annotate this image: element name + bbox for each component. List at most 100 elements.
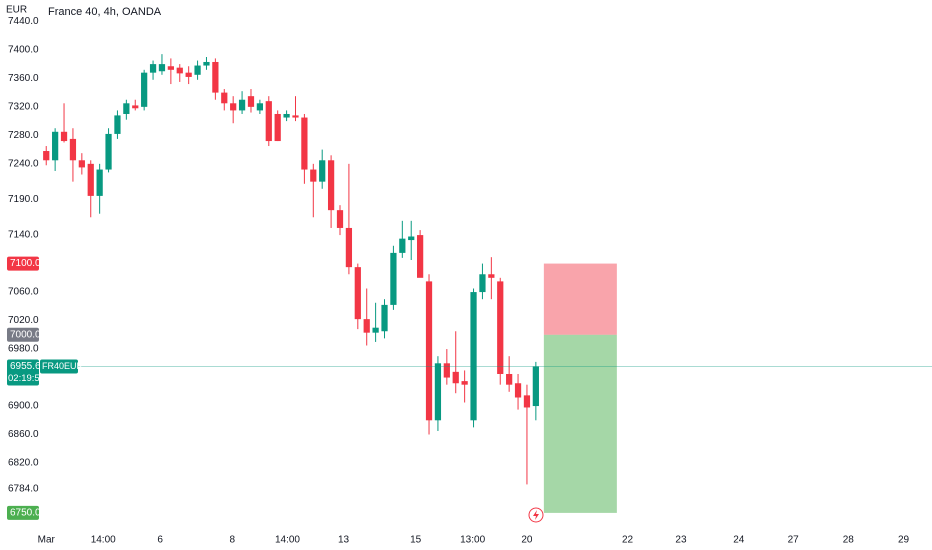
candle-body [256, 103, 263, 111]
candle-body [283, 113, 290, 118]
countdown-label: 02:19:58 [8, 373, 45, 384]
x-tick-label: 24 [733, 535, 745, 546]
candle-body [167, 66, 174, 70]
x-tick-label: 13:00 [460, 535, 485, 546]
candle-body [345, 227, 353, 268]
y-tick-label: 7360.0 [8, 73, 39, 84]
x-tick-label: 6 [157, 535, 163, 546]
candle-body [292, 115, 299, 118]
stop-zone [543, 263, 617, 335]
y-tick-label: 7190.0 [8, 194, 39, 205]
candle-body [221, 92, 228, 104]
x-tick-label: 20 [521, 535, 533, 546]
candle-body [506, 373, 513, 385]
candle-body [336, 210, 344, 228]
candle-body [301, 117, 308, 170]
candle-body [265, 101, 272, 142]
target-zone [543, 334, 617, 513]
candle-body [488, 274, 495, 278]
candle-body [523, 395, 531, 408]
symbol-label: FR40EUR [42, 361, 84, 371]
candle-body [247, 96, 255, 107]
candle-body [532, 366, 539, 407]
x-tick-label: 23 [675, 535, 687, 546]
y-tick-label: 6900.0 [8, 401, 39, 412]
y-tick-label: 7400.0 [8, 45, 39, 56]
x-tick-label: Mar [38, 535, 56, 546]
y-tick-label: 6980.0 [8, 344, 39, 355]
symbol-marker [40, 359, 78, 374]
y-tick-label: 6820.0 [8, 458, 39, 469]
candle-body [203, 61, 210, 66]
y-tick-label: 6860.0 [8, 429, 39, 440]
candle-body [69, 138, 77, 161]
price-marker-label: 6750.0 [10, 508, 41, 519]
current-price-label: 6955.6 [10, 361, 41, 372]
candle-body [417, 235, 424, 278]
candle-body [479, 274, 486, 293]
candle-body [310, 169, 317, 182]
x-tick-label: 13 [338, 535, 350, 546]
candle-body [96, 169, 103, 196]
current-price-marker [7, 359, 39, 386]
x-tick-label: 15 [410, 535, 422, 546]
candle-body [381, 304, 388, 332]
price-marker [7, 327, 39, 342]
candle-body [443, 363, 450, 378]
candle-body [123, 103, 130, 114]
chart-title: France 40, 4h, OANDA [48, 6, 162, 18]
y-tick-label: 7020.0 [8, 315, 39, 326]
candle-body [274, 113, 281, 142]
price-marker-label: 7000.0 [10, 329, 41, 340]
candle-body [399, 238, 406, 253]
price-marker-label: 7100.0 [10, 258, 41, 269]
candle-body [354, 267, 361, 320]
candle-body [185, 72, 192, 77]
y-tick-label: 7440.0 [8, 16, 39, 27]
y-tick-label: 6784.0 [8, 483, 39, 494]
replay-icon[interactable] [528, 507, 544, 523]
y-tick-label: 7060.0 [8, 287, 39, 298]
price-marker [7, 256, 39, 271]
price-marker [7, 505, 39, 520]
x-tick-label: 29 [898, 535, 910, 546]
candle-body [212, 61, 219, 93]
candle-body [408, 236, 415, 241]
currency: EUR [6, 5, 27, 16]
candle-body [327, 160, 335, 211]
candle-body [141, 72, 148, 107]
candle-body [363, 319, 370, 333]
y-tick-label: 7140.0 [8, 230, 39, 241]
candle-body [461, 381, 468, 385]
candle-body [425, 281, 433, 421]
candle-body [132, 105, 139, 109]
x-tick-label: 8 [230, 535, 236, 546]
x-tick-label: 14:00 [91, 535, 116, 546]
candle-body [470, 292, 477, 421]
candle-body [238, 99, 246, 111]
candle-body [105, 133, 112, 170]
y-tick-label: 7240.0 [8, 158, 39, 169]
candle-body [176, 67, 183, 74]
candle-body [434, 363, 442, 421]
candle-body [149, 64, 157, 73]
candle-body [514, 383, 522, 398]
candle-body [194, 65, 201, 75]
x-tick-label: 14:00 [275, 535, 300, 546]
candle-body [87, 163, 94, 196]
x-tick-label: 27 [788, 535, 800, 546]
candle-body [497, 281, 504, 374]
x-tick-label: 28 [843, 535, 855, 546]
y-tick-label: 7280.0 [8, 130, 39, 141]
candle-body [390, 252, 397, 305]
candle-body [78, 160, 85, 168]
candle-body [43, 151, 50, 161]
candle-body [158, 64, 166, 72]
candle-body [52, 131, 59, 161]
candle-body [230, 103, 237, 111]
y-tick-label: 7320.0 [8, 101, 39, 112]
candle-body [452, 371, 459, 384]
candle-body [319, 160, 326, 182]
